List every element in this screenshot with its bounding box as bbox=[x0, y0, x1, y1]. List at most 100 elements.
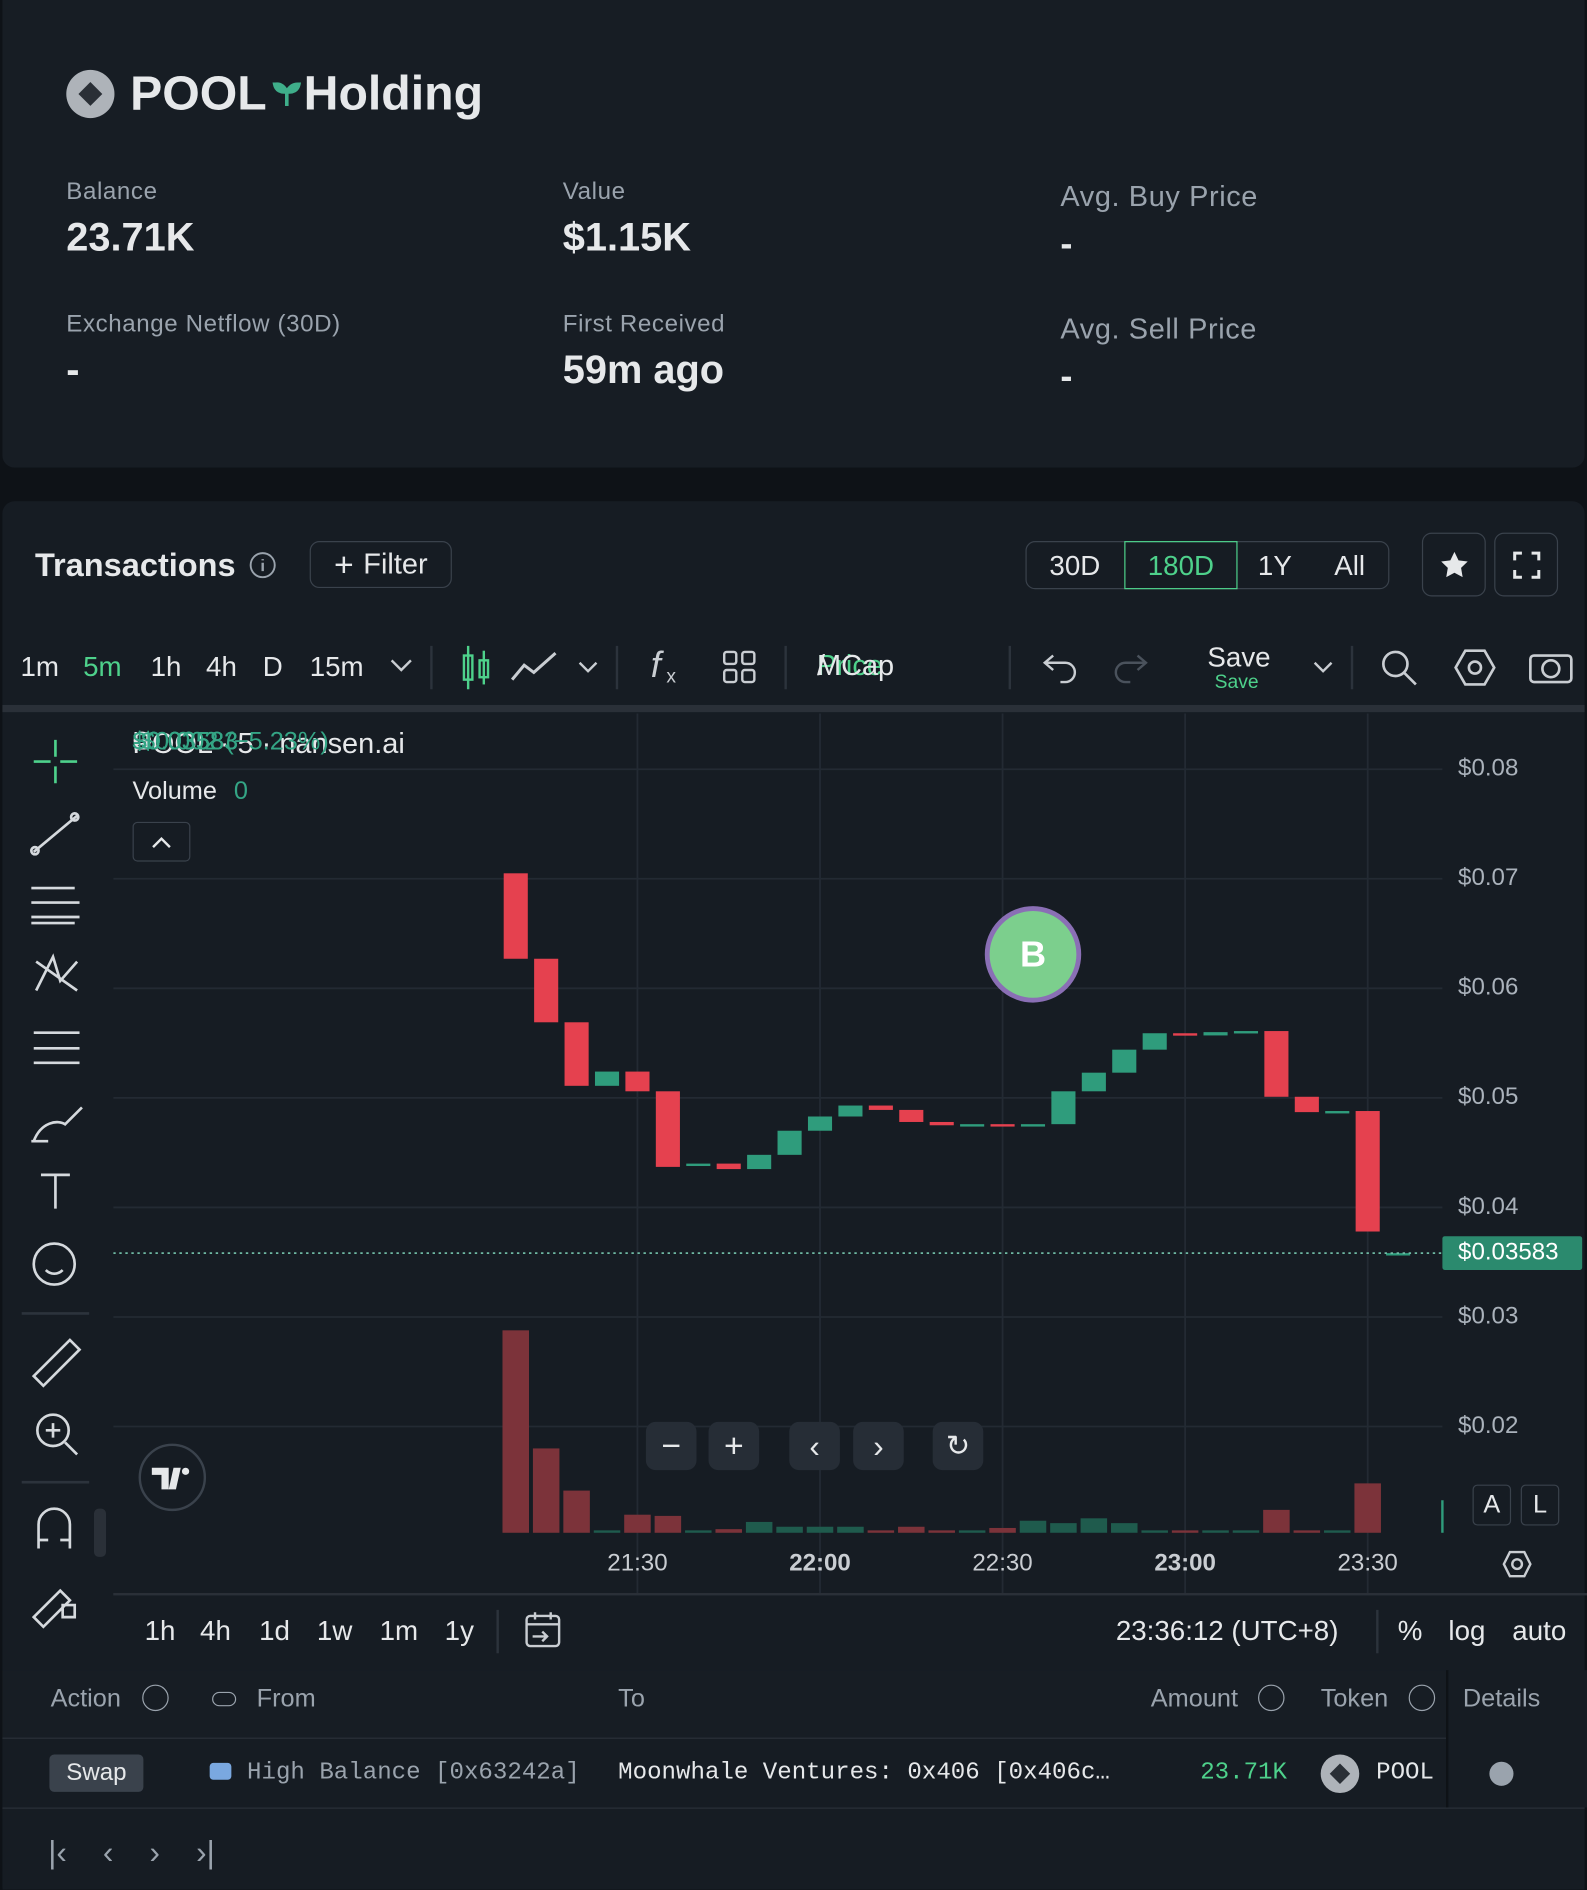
details-icon[interactable] bbox=[1489, 1761, 1514, 1786]
last-price-box bbox=[1442, 1236, 1583, 1270]
legend-l: $0.0358 bbox=[132, 727, 225, 756]
footer-range[interactable]: 1h bbox=[144, 1614, 176, 1647]
candle bbox=[960, 1124, 985, 1127]
volume-bar bbox=[1263, 1509, 1290, 1533]
column-header: Details bbox=[1462, 1684, 1541, 1713]
candle bbox=[655, 1091, 680, 1167]
column-header: To bbox=[618, 1684, 645, 1713]
footer-range[interactable]: 1w bbox=[316, 1614, 353, 1647]
auto-scale[interactable]: A bbox=[1472, 1484, 1512, 1526]
candle bbox=[807, 1116, 833, 1131]
to-address: Moonwhale Ventures: 0x406 [0x406c… bbox=[618, 1759, 1110, 1788]
interval[interactable]: 1m bbox=[20, 650, 59, 683]
stat-value: - bbox=[1060, 224, 1073, 264]
table-header bbox=[2, 1670, 1585, 1739]
interval[interactable]: 4h bbox=[206, 650, 237, 683]
y-tick-label: $0.07 bbox=[1458, 864, 1518, 891]
pager: |‹ ‹ › ›| bbox=[48, 1834, 215, 1871]
fullscreen-button[interactable] bbox=[1494, 532, 1559, 597]
candle bbox=[1294, 1096, 1319, 1113]
separator: / bbox=[816, 649, 826, 683]
date-range-icon[interactable] bbox=[523, 1610, 564, 1651]
range-button[interactable]: All bbox=[1334, 548, 1366, 581]
interval[interactable]: 15m bbox=[309, 650, 364, 683]
chevron-up bbox=[152, 836, 171, 848]
footer-range[interactable]: 4h bbox=[200, 1614, 231, 1647]
column-header: Token bbox=[1320, 1684, 1389, 1713]
footer-range[interactable]: 1y bbox=[444, 1614, 474, 1647]
token: POOL bbox=[1376, 1759, 1434, 1788]
collapse-legend[interactable] bbox=[132, 821, 191, 862]
interval[interactable]: 5m bbox=[83, 650, 122, 683]
prev-page[interactable]: ‹ bbox=[102, 1834, 114, 1871]
stat-label: Exchange Netflow (30D) bbox=[66, 310, 341, 338]
stat-value: 59m ago bbox=[562, 347, 725, 392]
volume-bar bbox=[989, 1527, 1016, 1533]
scroll-right[interactable]: › bbox=[853, 1421, 904, 1471]
next-page[interactable]: › bbox=[149, 1834, 160, 1871]
volume-bar bbox=[1354, 1483, 1381, 1533]
star-button[interactable] bbox=[1421, 532, 1486, 597]
filter-button[interactable]: + Filter bbox=[309, 541, 452, 589]
volume-value: 0 bbox=[233, 777, 248, 805]
token-icon bbox=[66, 69, 115, 119]
from-icon bbox=[212, 1691, 237, 1707]
last-price-label: $0.03583 bbox=[1458, 1238, 1559, 1265]
stat-value: $1.15K bbox=[562, 214, 691, 260]
stat-label: Value bbox=[562, 178, 626, 205]
last-page[interactable]: ›| bbox=[196, 1834, 215, 1871]
x-tick-label: 22:30 bbox=[972, 1549, 1032, 1576]
amount: 23.71K bbox=[1200, 1759, 1287, 1788]
range-button[interactable]: 1Y bbox=[1257, 548, 1292, 581]
footer-divider bbox=[113, 1593, 1587, 1596]
candle bbox=[1264, 1031, 1289, 1097]
volume-label: Volume bbox=[132, 777, 217, 805]
save-button[interactable]: Save bbox=[1207, 641, 1271, 673]
candle bbox=[990, 1124, 1015, 1127]
y-tick-label: $0.06 bbox=[1458, 974, 1518, 1001]
volume-bar bbox=[1324, 1530, 1351, 1533]
zoom-in[interactable]: + bbox=[708, 1421, 760, 1471]
log-scale[interactable]: L bbox=[1520, 1484, 1560, 1526]
zoom-out[interactable]: − bbox=[645, 1421, 697, 1471]
scroll-left[interactable]: ‹ bbox=[789, 1421, 840, 1471]
candle bbox=[1386, 1253, 1411, 1256]
percent-toggle[interactable]: % bbox=[1397, 1614, 1423, 1647]
legend-c: $0.03583 bbox=[132, 727, 239, 756]
footer-range[interactable]: 1d bbox=[259, 1614, 290, 1647]
volume-bar bbox=[958, 1530, 986, 1533]
axis-settings[interactable] bbox=[1500, 1547, 1534, 1581]
volume-bar bbox=[928, 1530, 955, 1533]
volume-bar bbox=[654, 1515, 682, 1533]
stat-value: 23.71K bbox=[66, 214, 195, 260]
volume-bar bbox=[502, 1330, 529, 1533]
candle bbox=[534, 958, 559, 1023]
token-name: POOL bbox=[130, 67, 267, 121]
auto-toggle[interactable]: auto bbox=[1512, 1614, 1567, 1647]
bot-icon bbox=[209, 1762, 232, 1780]
legend-c-label: C bbox=[132, 727, 151, 756]
candle bbox=[899, 1109, 924, 1122]
interval[interactable]: D bbox=[262, 650, 283, 683]
x-tick-label: 23:00 bbox=[1154, 1549, 1216, 1576]
candle bbox=[1325, 1111, 1350, 1114]
first-page[interactable]: |‹ bbox=[48, 1834, 67, 1871]
volume-legend: Volume 0 bbox=[133, 777, 248, 806]
interval[interactable]: 1h bbox=[150, 650, 182, 683]
range-button[interactable]: 30D bbox=[1049, 548, 1101, 581]
volume-bar bbox=[776, 1526, 803, 1533]
volume-bar bbox=[1232, 1530, 1260, 1533]
buy-marker-label: B bbox=[1020, 933, 1046, 974]
collapse-handle[interactable] bbox=[93, 1508, 107, 1557]
volume-bar bbox=[1080, 1518, 1108, 1533]
reset-view[interactable]: ↻ bbox=[932, 1421, 984, 1471]
volume-bar bbox=[1019, 1520, 1047, 1533]
volume-bar bbox=[898, 1526, 925, 1533]
log-toggle[interactable]: log bbox=[1448, 1614, 1486, 1647]
drawing-tools bbox=[21, 739, 107, 1629]
candle bbox=[686, 1163, 711, 1167]
range-button[interactable]: 180D bbox=[1124, 541, 1238, 590]
action-badge: Swap bbox=[49, 1754, 144, 1792]
footer-range[interactable]: 1m bbox=[379, 1614, 419, 1647]
